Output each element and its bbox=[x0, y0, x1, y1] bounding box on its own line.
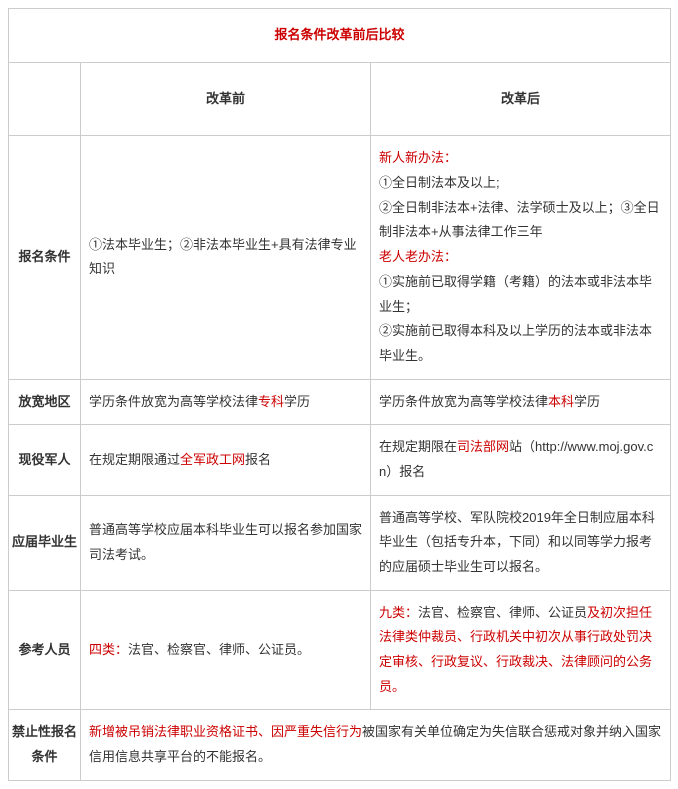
comparison-table: 报名条件改革前后比较 改革前 改革后 报名条件 ①法本毕业生；②非法本毕业生+具… bbox=[8, 8, 671, 781]
cell-after: 在规定期限在司法部网站（http://www.moj.gov.cn）报名 bbox=[371, 425, 671, 495]
cell-before: 普通高等学校应届本科毕业生可以报名参加国家司法考试。 bbox=[81, 495, 371, 590]
header-after: 改革后 bbox=[371, 62, 671, 136]
row-baoming: 报名条件 ①法本毕业生；②非法本毕业生+具有法律专业知识 新人新办法：①全日制法… bbox=[9, 136, 671, 379]
row-label: 放宽地区 bbox=[9, 379, 81, 425]
row-label: 应届毕业生 bbox=[9, 495, 81, 590]
row-label: 参考人员 bbox=[9, 590, 81, 710]
table-title: 报名条件改革前后比较 bbox=[9, 9, 671, 63]
row-junren: 现役军人 在规定期限通过全军政工网报名 在规定期限在司法部网站（http://w… bbox=[9, 425, 671, 495]
row-label: 禁止性报名条件 bbox=[9, 710, 81, 780]
row-yingjie: 应届毕业生 普通高等学校应届本科毕业生可以报名参加国家司法考试。 普通高等学校、… bbox=[9, 495, 671, 590]
row-label: 报名条件 bbox=[9, 136, 81, 379]
header-before: 改革前 bbox=[81, 62, 371, 136]
cell-before: 四类：法官、检察官、律师、公证员。 bbox=[81, 590, 371, 710]
row-jinzhi: 禁止性报名条件 新增被吊销法律职业资格证书、因严重失信行为被国家有关单位确定为失… bbox=[9, 710, 671, 780]
cell-after: 普通高等学校、军队院校2019年全日制应届本科毕业生（包括专升本，下同）和以同等… bbox=[371, 495, 671, 590]
title-row: 报名条件改革前后比较 bbox=[9, 9, 671, 63]
header-row: 改革前 改革后 bbox=[9, 62, 671, 136]
cell-before: ①法本毕业生；②非法本毕业生+具有法律专业知识 bbox=[81, 136, 371, 379]
row-label: 现役军人 bbox=[9, 425, 81, 495]
row-fangkuan: 放宽地区 学历条件放宽为高等学校法律专科学历 学历条件放宽为高等学校法律本科学历 bbox=[9, 379, 671, 425]
row-cankao: 参考人员 四类：法官、检察官、律师、公证员。 九类：法官、检察官、律师、公证员及… bbox=[9, 590, 671, 710]
cell-before: 学历条件放宽为高等学校法律专科学历 bbox=[81, 379, 371, 425]
cell-merged: 新增被吊销法律职业资格证书、因严重失信行为被国家有关单位确定为失信联合惩戒对象并… bbox=[81, 710, 671, 780]
cell-after: 学历条件放宽为高等学校法律本科学历 bbox=[371, 379, 671, 425]
cell-after: 九类：法官、检察官、律师、公证员及初次担任法律类仲裁员、行政机关中初次从事行政处… bbox=[371, 590, 671, 710]
cell-before: 在规定期限通过全军政工网报名 bbox=[81, 425, 371, 495]
cell-after: 新人新办法：①全日制法本及以上;②全日制非法本+法律、法学硕士及以上；③全日制非… bbox=[371, 136, 671, 379]
header-blank bbox=[9, 62, 81, 136]
